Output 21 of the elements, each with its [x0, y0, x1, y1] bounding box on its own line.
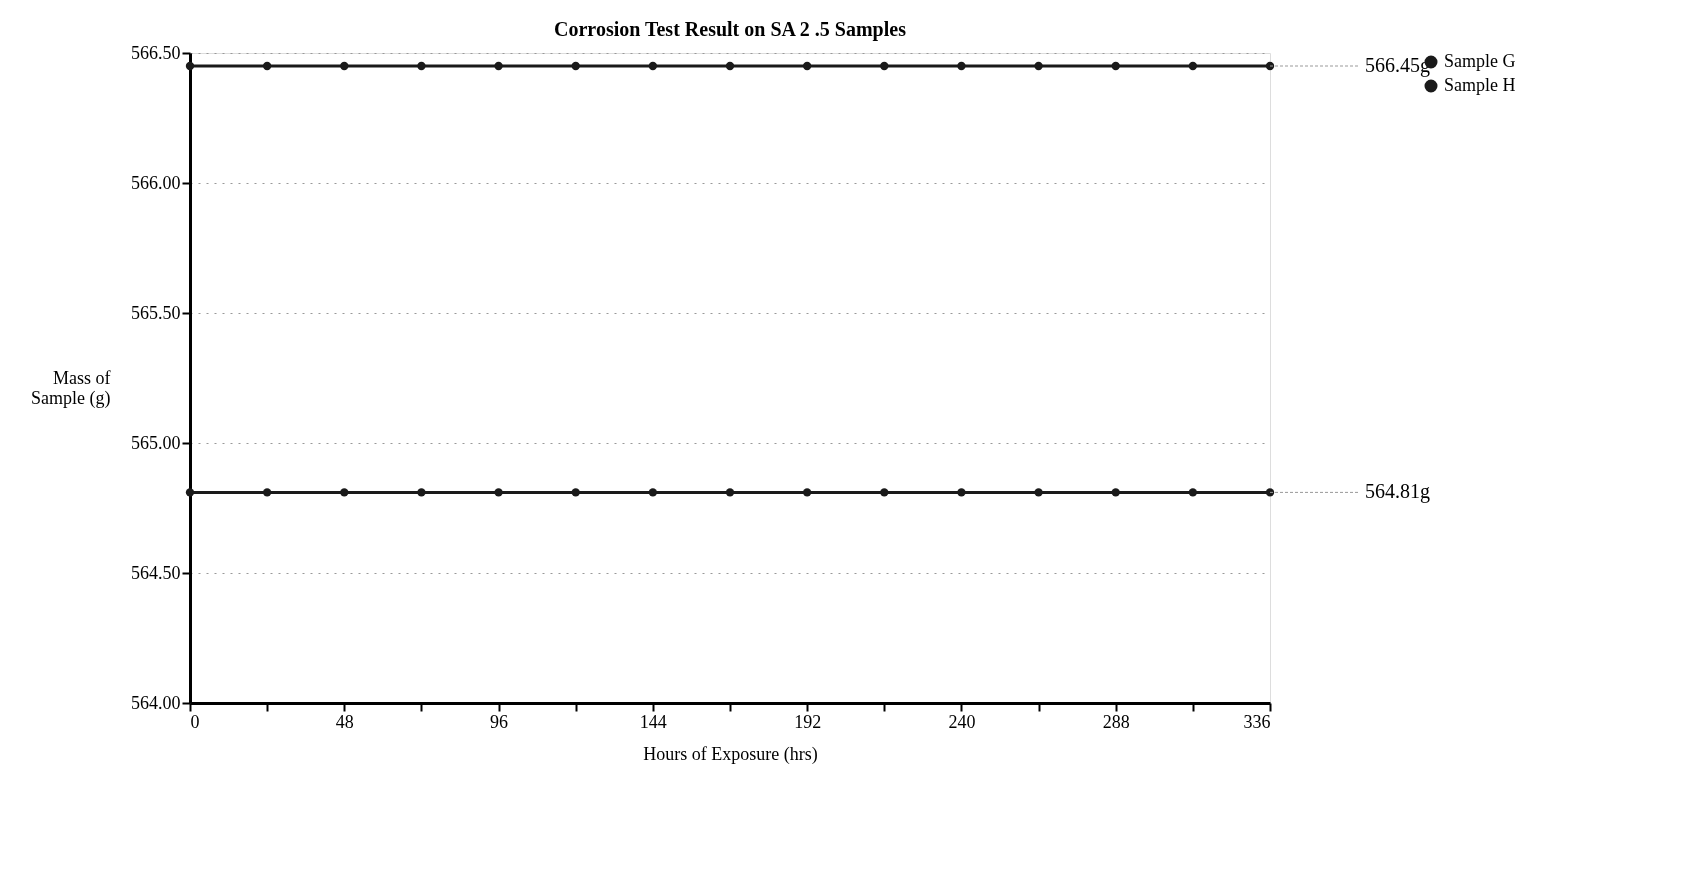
- y-tick-label: 566.50: [131, 42, 181, 63]
- chart-title: Corrosion Test Result on SA 2 .5 Samples: [554, 18, 907, 41]
- x-axis-title: Hours of Exposure (hrs): [643, 743, 818, 765]
- y-tick-label: 565.00: [131, 432, 181, 453]
- y-axis-title: Mass of Sample (g): [31, 367, 111, 409]
- x-tick-label: 240: [948, 711, 976, 732]
- x-tick-label: 48: [335, 711, 354, 732]
- y-tick-label: 565.50: [131, 302, 181, 323]
- legend-label: Sample H: [1444, 75, 1516, 95]
- annotation: 564.81g: [1365, 480, 1430, 504]
- y-tick-label: 564.00: [131, 692, 181, 713]
- x-tick-label: 288: [1102, 711, 1130, 732]
- x-tick-label: 96: [490, 711, 509, 732]
- legend-label: Sample G: [1444, 51, 1516, 71]
- y-tick-label: 564.50: [131, 562, 181, 583]
- x-tick-label: 336: [1243, 711, 1271, 732]
- annotation: 566.45g: [1365, 54, 1430, 77]
- x-tick-label: 144: [639, 711, 667, 732]
- x-tick-label: 192: [794, 711, 822, 732]
- x-tick-label: 0: [190, 711, 200, 732]
- y-tick-label: 566.00: [131, 172, 181, 193]
